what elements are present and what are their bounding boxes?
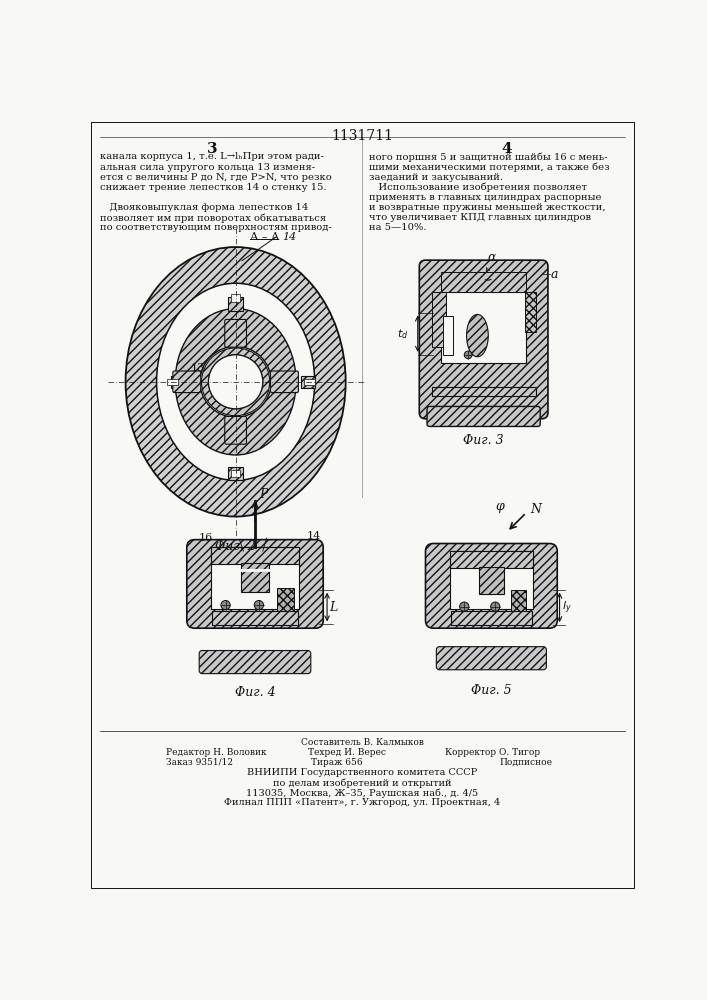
- Ellipse shape: [156, 283, 315, 480]
- Text: L: L: [329, 601, 338, 614]
- Text: Φиг. 5: Φиг. 5: [471, 684, 512, 697]
- Text: Редактор Н. Воловик: Редактор Н. Воловик: [166, 748, 267, 757]
- Bar: [231, 470, 240, 477]
- Circle shape: [201, 348, 270, 416]
- Text: 3: 3: [207, 142, 218, 156]
- Text: применять в главных цилиндрах распорные: применять в главных цилиндрах распорные: [369, 193, 602, 202]
- Text: $t_d$: $t_d$: [397, 327, 409, 341]
- Text: по соответствующим поверхностям привод-: по соответствующим поверхностям привод-: [100, 223, 332, 232]
- Text: и возвратные пружины меньшей жесткости,: и возвратные пружины меньшей жесткости,: [369, 203, 606, 212]
- Circle shape: [464, 351, 472, 359]
- Bar: [450, 551, 533, 568]
- Text: по делам изобретений и открытий: по делам изобретений и открытий: [273, 778, 451, 788]
- Bar: [510, 590, 526, 611]
- Text: 14: 14: [282, 232, 296, 242]
- Bar: [525, 292, 535, 332]
- Text: Филнал ППП «Патент», г. Ужгород, ул. Проектная, 4: Филнал ППП «Патент», г. Ужгород, ул. Про…: [224, 798, 500, 807]
- Text: 1131711: 1131711: [331, 129, 393, 143]
- Bar: [228, 297, 243, 311]
- Bar: [211, 547, 299, 564]
- Text: 14: 14: [306, 531, 320, 541]
- Bar: [441, 292, 526, 363]
- FancyBboxPatch shape: [187, 540, 323, 628]
- Circle shape: [209, 355, 263, 409]
- Bar: [170, 376, 185, 388]
- Bar: [168, 379, 178, 385]
- Ellipse shape: [467, 314, 489, 357]
- Text: Φиг. 4: Φиг. 4: [235, 686, 275, 699]
- Circle shape: [255, 600, 264, 610]
- Text: Φиг. 2: Φиг. 2: [216, 540, 256, 553]
- Circle shape: [221, 600, 230, 610]
- Text: что увеличивает КПД главных цилиндров: что увеличивает КПД главных цилиндров: [369, 213, 591, 222]
- Circle shape: [460, 602, 469, 611]
- Bar: [432, 387, 535, 396]
- Text: Подписное: Подписное: [499, 758, 552, 767]
- Ellipse shape: [175, 309, 296, 455]
- FancyBboxPatch shape: [436, 647, 547, 670]
- Text: Составитель В. Калмыков: Составитель В. Калмыков: [300, 738, 423, 747]
- Bar: [211, 547, 299, 609]
- Bar: [432, 292, 445, 347]
- Text: 16: 16: [199, 533, 213, 543]
- FancyBboxPatch shape: [199, 651, 311, 674]
- Text: ВНИИПИ Государственного комитета СССР: ВНИИПИ Государственного комитета СССР: [247, 768, 477, 777]
- FancyBboxPatch shape: [225, 319, 247, 347]
- Bar: [241, 563, 269, 592]
- Bar: [212, 611, 298, 625]
- FancyBboxPatch shape: [173, 371, 201, 393]
- Text: N: N: [530, 503, 541, 516]
- Text: 4: 4: [501, 142, 512, 156]
- Text: Корректор О. Тигор: Корректор О. Тигор: [445, 748, 540, 757]
- Bar: [231, 294, 240, 302]
- Bar: [300, 376, 315, 388]
- Text: шими механическими потерями, а также без: шими механическими потерями, а также без: [369, 163, 609, 172]
- FancyBboxPatch shape: [427, 406, 540, 426]
- Text: φ: φ: [495, 500, 504, 513]
- Text: позволяет им при поворотах обкатываться: позволяет им при поворотах обкатываться: [100, 213, 326, 223]
- Bar: [443, 316, 453, 355]
- Text: снижает трение лепестков 14 о стенку 15.: снижает трение лепестков 14 о стенку 15.: [100, 183, 327, 192]
- Text: Техред И. Верес: Техред И. Верес: [308, 748, 386, 757]
- Text: 13: 13: [191, 363, 205, 373]
- Bar: [441, 272, 526, 292]
- Text: Заказ 9351/12: Заказ 9351/12: [166, 758, 233, 767]
- Text: Использование изобретения позволяет: Использование изобретения позволяет: [369, 183, 587, 192]
- FancyBboxPatch shape: [271, 371, 298, 393]
- Text: 113035, Москва, Ж–35, Раушская наб., д. 4/5: 113035, Москва, Ж–35, Раушская наб., д. …: [246, 788, 478, 798]
- Text: на 5—10%.: на 5—10%.: [369, 223, 426, 232]
- Text: ного поршня 5 и защитной шайбы 16 с мень-: ного поршня 5 и защитной шайбы 16 с мень…: [369, 152, 607, 162]
- FancyBboxPatch shape: [426, 544, 557, 628]
- Text: α: α: [487, 251, 496, 264]
- Text: А – А: А – А: [250, 232, 279, 242]
- Bar: [451, 611, 532, 625]
- Bar: [479, 567, 504, 594]
- Bar: [276, 588, 293, 611]
- Text: P: P: [259, 488, 267, 501]
- Bar: [450, 551, 533, 609]
- FancyBboxPatch shape: [225, 416, 247, 444]
- Text: Двояковыпуклая форма лепестков 14: Двояковыпуклая форма лепестков 14: [100, 203, 308, 212]
- Ellipse shape: [126, 247, 346, 517]
- Text: канала корпуса 1, т.е. L→lₕПри этом ради-: канала корпуса 1, т.е. L→lₕПри этом ради…: [100, 152, 324, 161]
- Text: Тираж 656: Тираж 656: [310, 758, 362, 767]
- Circle shape: [491, 602, 500, 611]
- Bar: [304, 379, 315, 385]
- Ellipse shape: [200, 346, 271, 417]
- Text: альная сила упругого кольца 13 изменя-: альная сила упругого кольца 13 изменя-: [100, 163, 315, 172]
- FancyBboxPatch shape: [419, 260, 548, 419]
- Text: ется с величины P до N, где P>N, что резко: ется с величины P до N, где P>N, что рез…: [100, 173, 332, 182]
- Text: $l_y$: $l_y$: [562, 599, 572, 616]
- Bar: [228, 466, 243, 480]
- Text: Φиг. 3: Φиг. 3: [463, 434, 504, 447]
- Text: заеданий и закусываний.: заеданий и закусываний.: [369, 173, 503, 182]
- Text: a: a: [551, 267, 559, 280]
- Circle shape: [209, 355, 263, 409]
